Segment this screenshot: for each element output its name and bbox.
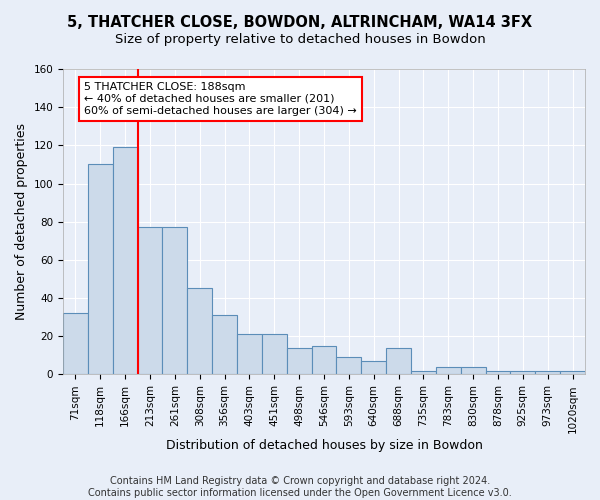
Bar (163, 228, 187, 374)
Text: 5 THATCHER CLOSE: 188sqm
← 40% of detached houses are smaller (201)
60% of semi-: 5 THATCHER CLOSE: 188sqm ← 40% of detach… (84, 82, 357, 116)
Bar (113, 147, 137, 374)
Bar (386, 348, 411, 374)
Bar (88, 164, 113, 374)
Bar (262, 334, 287, 374)
Text: Contains HM Land Registry data © Crown copyright and database right 2024.
Contai: Contains HM Land Registry data © Crown c… (88, 476, 512, 498)
Bar (337, 357, 361, 374)
Bar (137, 228, 163, 374)
Bar (237, 334, 262, 374)
Bar (535, 370, 560, 374)
Text: Size of property relative to detached houses in Bowdon: Size of property relative to detached ho… (115, 32, 485, 46)
Bar (212, 315, 237, 374)
Bar (436, 366, 461, 374)
Bar (63, 314, 88, 374)
Bar (287, 348, 311, 374)
Bar (311, 346, 337, 374)
Bar (187, 288, 212, 374)
Y-axis label: Number of detached properties: Number of detached properties (15, 123, 28, 320)
X-axis label: Distribution of detached houses by size in Bowdon: Distribution of detached houses by size … (166, 440, 482, 452)
Bar (361, 361, 386, 374)
Bar (461, 366, 485, 374)
Bar (485, 370, 511, 374)
Text: 5, THATCHER CLOSE, BOWDON, ALTRINCHAM, WA14 3FX: 5, THATCHER CLOSE, BOWDON, ALTRINCHAM, W… (67, 15, 533, 30)
Bar (511, 370, 535, 374)
Bar (560, 370, 585, 374)
Bar (411, 370, 436, 374)
